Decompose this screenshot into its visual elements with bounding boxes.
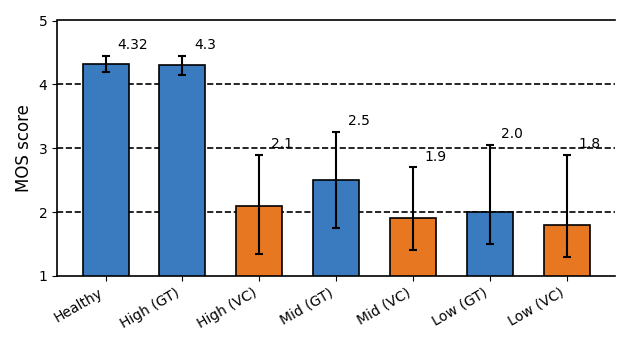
Bar [390, 218, 436, 276]
Bar [544, 225, 590, 276]
Text: 2.0: 2.0 [501, 127, 523, 141]
Y-axis label: MOS score: MOS score [15, 104, 33, 192]
Bar [467, 212, 513, 276]
Text: 2.5: 2.5 [348, 115, 369, 128]
Text: 1.8: 1.8 [578, 137, 600, 151]
Bar [83, 64, 129, 276]
Bar [313, 180, 359, 276]
Text: 1.9: 1.9 [425, 149, 447, 164]
Bar [159, 65, 205, 276]
Text: 2.1: 2.1 [271, 137, 293, 151]
Bar [236, 206, 282, 276]
Text: 4.32: 4.32 [117, 38, 147, 53]
Text: 4.3: 4.3 [194, 38, 216, 52]
